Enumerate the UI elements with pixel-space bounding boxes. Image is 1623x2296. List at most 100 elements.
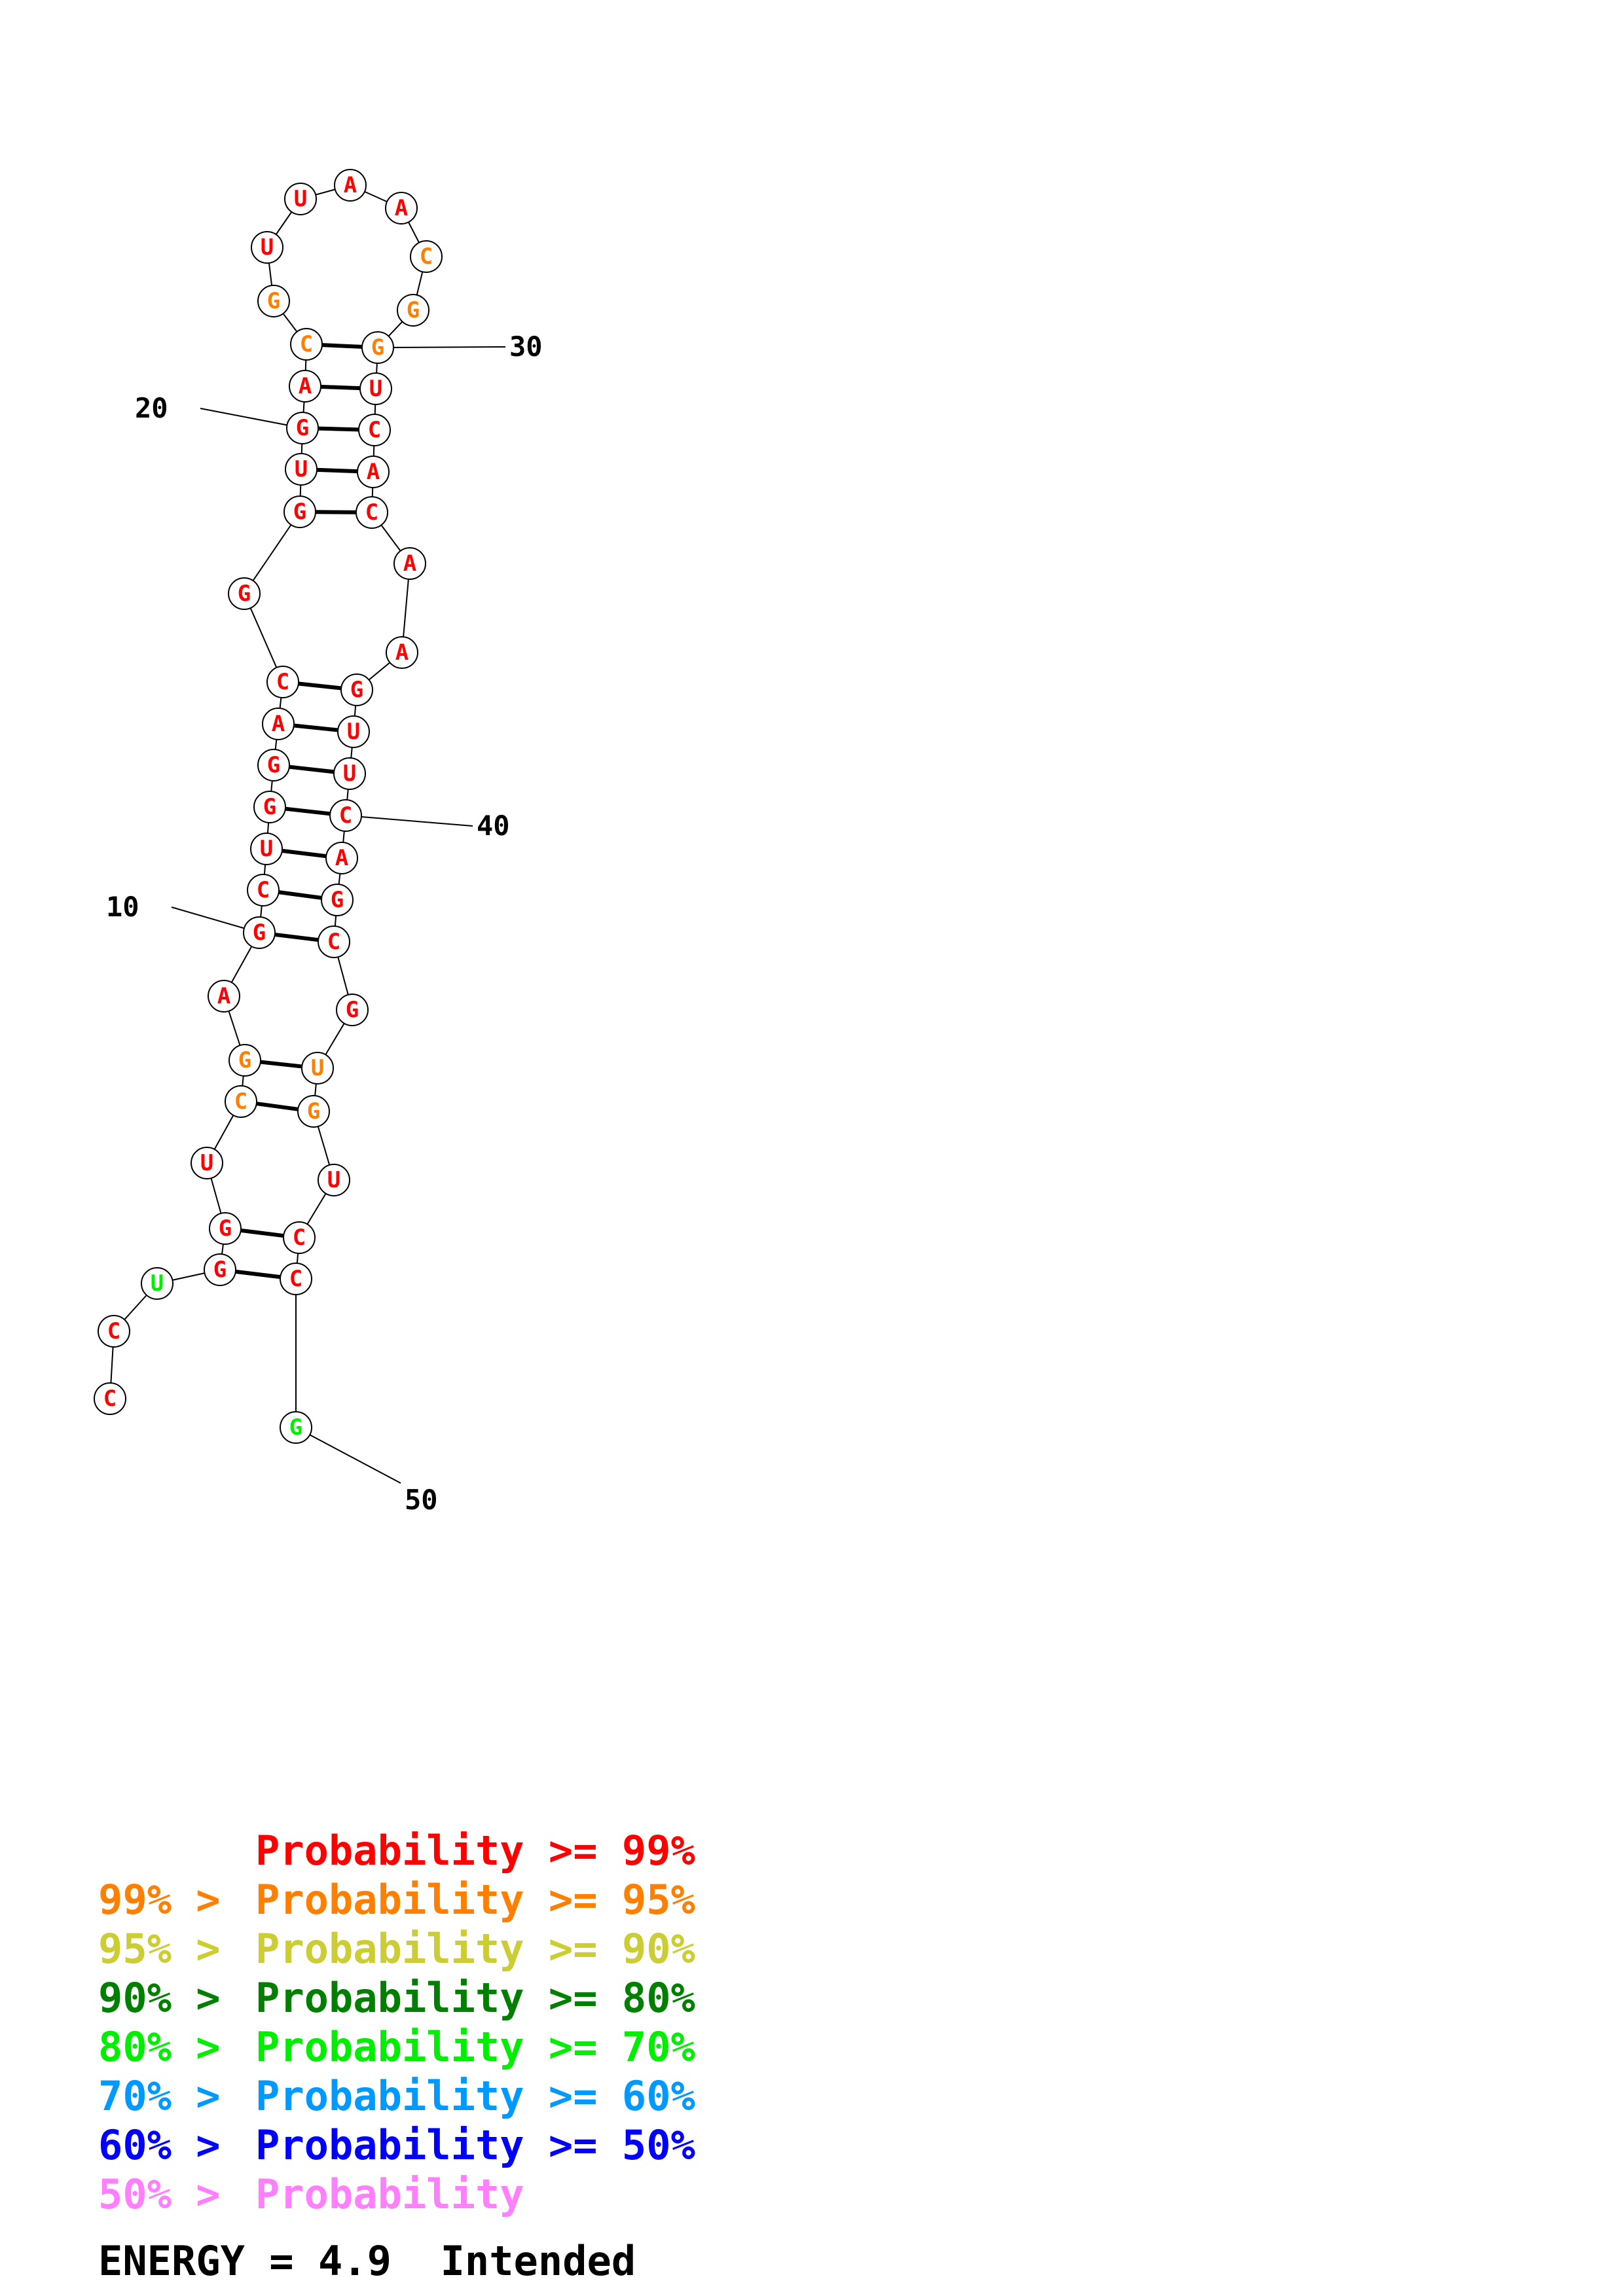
nucleotide-letter: G [350,677,363,703]
nucleotide-letter: C [339,802,352,829]
legend-threshold: 60% > [98,2121,245,2169]
base-pairs [235,343,363,1280]
nucleotide-circle [225,1085,257,1118]
nucleotide-19: U [285,453,318,486]
nucleotide-letter: C [420,243,433,270]
legend-range: Probability >= 50% [255,2121,695,2169]
nucleotide-circle [251,231,283,264]
nucleotide-letter: A [299,373,312,399]
legend-threshold: 90% > [98,1974,245,2022]
nucleotide-13: G [253,791,286,823]
nucleotide-39: U [333,757,366,790]
nucleotide-circle [318,925,350,958]
nucleotide-circle [356,496,388,529]
nucleotide-41: A [325,842,358,874]
nucleotide-letter: U [151,1270,164,1297]
nucleotide-26: A [334,169,367,202]
nucleotide-letter: U [343,761,356,787]
nucleotide-circle [257,749,290,781]
nucleotide-14: G [257,749,290,781]
nucleotide-circle [410,240,443,273]
base-pair-bond [321,343,363,349]
nucleotide-48: C [283,1221,316,1254]
nucleotide-letter: G [263,794,276,820]
nucleotide-letter: G [407,297,420,323]
legend-range: Probability [255,2170,524,2218]
legend-row: 80% > Probability >= 70% [98,2022,695,2072]
nucleotide-letter: U [369,376,382,402]
nucleotide-circle [243,916,276,949]
position-label-20: 20 [135,392,168,424]
base-pair-bond [289,764,335,774]
nucleotide-letter: U [200,1150,213,1176]
nucleotide-letter: G [293,499,306,525]
nucleotide-circle [204,1253,236,1286]
nucleotide-42: G [321,884,354,916]
position-tick [295,1427,401,1484]
nucleotide-16: C [266,666,299,698]
nucleotide-letter: U [294,186,307,212]
nucleotide-letter: U [260,836,273,862]
nucleotide-circle [208,980,240,1013]
nucleotide-circle [286,412,319,444]
nucleotide-46: G [297,1095,330,1128]
nucleotide-49: C [280,1263,312,1295]
nucleotide-35: A [393,547,426,580]
nucleotide-29: G [397,294,429,327]
nucleotide-letter: G [238,1047,251,1073]
nucleotide-letter: G [267,752,280,778]
nucleotide-circle [141,1267,173,1300]
nucleotide-circle [386,636,418,669]
nucleotide-letter: G [213,1257,227,1283]
nucleotide-2: C [98,1315,130,1348]
nucleotide-letter: C [107,1318,120,1344]
legend-row: 99% > Probability >= 95% [98,1875,695,1924]
nucleotide-circle [289,370,321,403]
nucleotide-32: C [358,414,391,446]
nucleotide-5: G [209,1212,242,1245]
base-pair-bond [260,1060,302,1069]
legend-threshold: 50% > [98,2170,245,2218]
nucleotide-letter: G [219,1215,232,1242]
probability-legend: Probability >= 99% 99% > Probability >= 9… [98,1826,695,2219]
nucleotide-17: G [228,577,261,610]
nucleotide-40: C [329,799,362,832]
nucleotide-letter: C [276,669,289,695]
nucleotide-letter: A [344,172,357,198]
nucleotide-22: C [290,328,323,361]
position-tick [200,408,303,429]
nucleotide-letter: A [395,639,409,666]
nucleotide-circle [357,456,390,488]
base-pair-bond [293,723,338,732]
nucleotide-27: A [385,192,418,224]
nucleotide-12: U [250,833,283,865]
nucleotide-circle [191,1147,223,1179]
legend-row: 95% > Probability >= 90% [98,1924,695,1973]
legend-range: Probability >= 95% [255,1876,695,1924]
legend-row: 60% > Probability >= 50% [98,2121,695,2170]
nucleotide-letter: C [103,1386,117,1412]
nucleotide-letter: U [327,1167,340,1193]
nucleotide-letter: A [395,195,408,221]
legend-row: 90% > Probability >= 80% [98,1973,695,2022]
position-tick [345,815,473,827]
base-pair-bond [274,932,319,942]
nucleotide-34: C [356,496,388,529]
nucleotide-50: G [280,1411,312,1444]
legend-range: Probability >= 99% [255,1827,695,1874]
nucleotide-28: C [410,240,443,273]
nucleotide-21: A [289,370,321,403]
nucleotide-letter: G [346,997,359,1023]
nucleotide-circle [340,673,373,706]
nucleotide-circle [280,1263,312,1295]
nucleotide-25: U [284,183,317,215]
legend-threshold: 99% > [98,1876,245,1924]
nucleotide-circle [321,884,354,916]
nucleotide-letter: G [296,415,309,441]
nucleotide-letter: C [289,1266,302,1292]
nucleotide-43: C [318,925,350,958]
nucleotide-20: G [286,412,319,444]
nucleotide-36: A [386,636,418,669]
base-pair-bond [256,1102,299,1111]
